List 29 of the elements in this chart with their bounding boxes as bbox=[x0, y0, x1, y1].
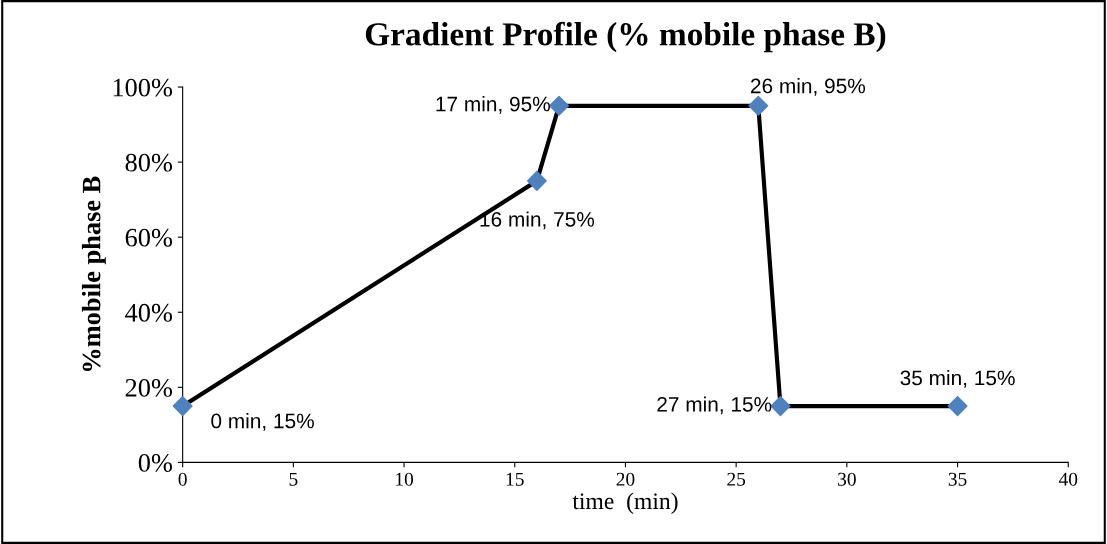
point bbox=[770, 396, 791, 417]
annotation: 0 min, 15% bbox=[211, 413, 314, 431]
y-tick-label: 80% bbox=[125, 153, 173, 172]
y-tick-label: 40% bbox=[125, 303, 173, 322]
y-axis-title: %mobile phase B bbox=[81, 176, 106, 371]
x-tick-label: 10 bbox=[396, 472, 414, 486]
x-tick-label: 20 bbox=[616, 472, 635, 486]
chart-title: Gradient Profile (% mobile phase B) bbox=[365, 21, 886, 53]
annotation: 26 min, 95% bbox=[751, 78, 866, 96]
point bbox=[526, 170, 547, 191]
x-tick-label: 0 bbox=[178, 472, 187, 486]
x-tick-label: 40 bbox=[1058, 472, 1078, 486]
x-axis-title: time (min) bbox=[572, 492, 678, 514]
x-tick-label: 30 bbox=[838, 472, 856, 486]
y-tick-label: 0% bbox=[138, 454, 173, 472]
annotation: 27 min, 15% bbox=[657, 396, 772, 415]
point bbox=[172, 396, 193, 417]
x-tick-label: 25 bbox=[727, 472, 746, 486]
y-tick-label: 60% bbox=[125, 228, 173, 247]
x-tick-label: 15 bbox=[506, 472, 524, 486]
y-tick-label: 100% bbox=[113, 78, 173, 97]
y-tick-label: 20% bbox=[125, 378, 173, 397]
point bbox=[549, 95, 570, 116]
x-tick-label: 5 bbox=[289, 472, 298, 486]
x-tick-label: 35 bbox=[948, 472, 967, 486]
annotation: 35 min, 15% bbox=[900, 370, 1015, 388]
point bbox=[947, 396, 968, 417]
annotation: 17 min, 95% bbox=[436, 96, 550, 114]
point bbox=[748, 95, 769, 116]
